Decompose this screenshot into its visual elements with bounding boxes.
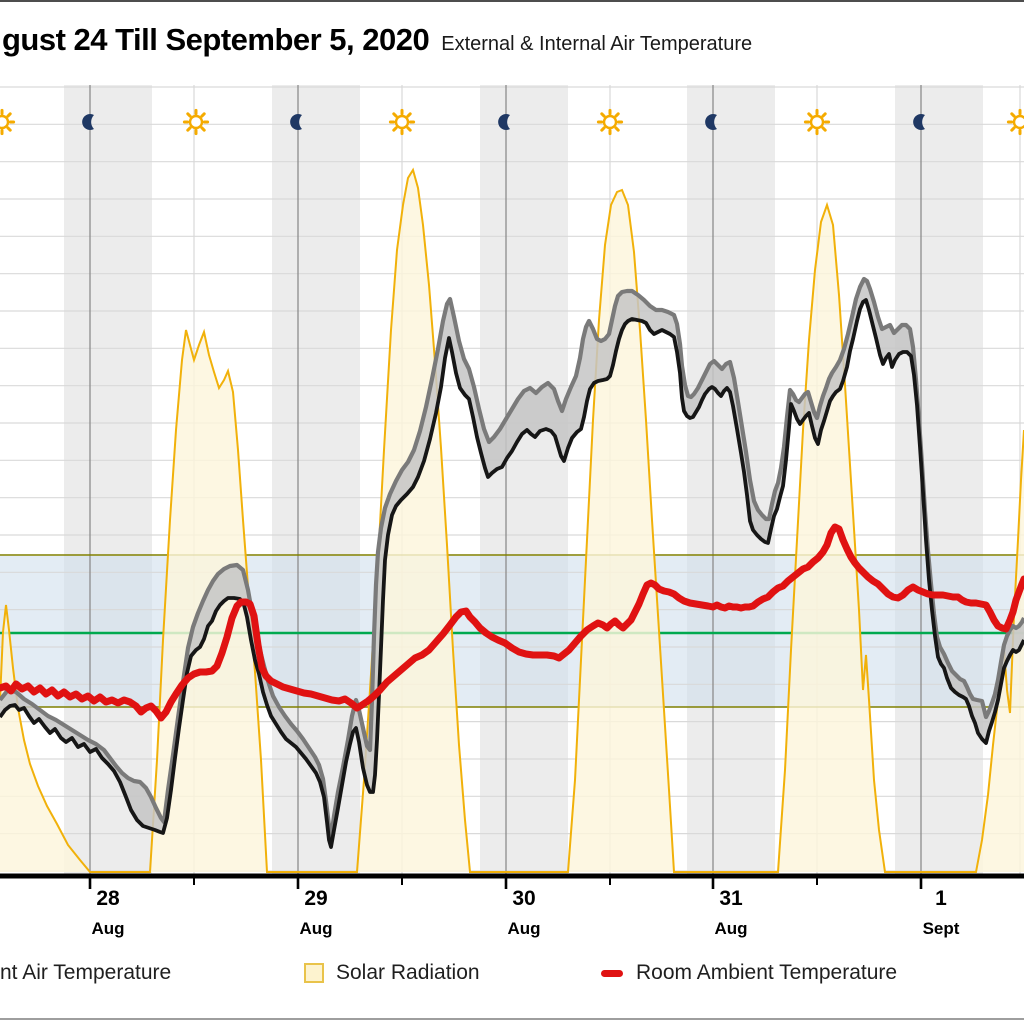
legend-item-solar: Solar Radiation <box>304 956 480 990</box>
night-band <box>895 85 983 876</box>
x-tick-label: 1 Sept <box>896 886 986 942</box>
legend-label: nt Air Temperature <box>0 961 172 984</box>
legend-item-room: Room Ambient Temperature <box>601 956 897 990</box>
sun-icon <box>596 108 624 136</box>
room-temp-swatch-icon <box>601 969 623 977</box>
moon-icon <box>498 114 510 130</box>
solar-swatch-icon <box>304 963 324 983</box>
sun-icon <box>1006 108 1024 136</box>
room-temp-line <box>0 523 1024 722</box>
night-band <box>480 85 568 876</box>
x-tick-label: 30 Aug <box>479 886 569 942</box>
chart-title-row: gust 24 Till September 5, 2020 External &… <box>2 22 752 58</box>
top-border-line <box>0 0 1024 2</box>
external-temp-band-edge <box>0 276 1024 841</box>
x-tick-month: Aug <box>91 919 125 938</box>
sun-icon <box>0 108 16 136</box>
chart-legend: nt Air Temperature Solar Radiation Room Am… <box>0 956 1024 990</box>
sun-icon <box>182 108 210 136</box>
moon-icon <box>913 114 925 130</box>
moon-icon <box>82 114 94 130</box>
x-tick-day: 28 <box>96 887 120 910</box>
moon-icon <box>705 114 717 130</box>
page-subtitle: External & Internal Air Temperature <box>441 33 753 55</box>
solar-radiation-line <box>0 167 1024 873</box>
x-tick-day: 1 <box>935 887 947 910</box>
x-tick-day: 30 <box>512 887 536 910</box>
bottom-border-line <box>0 1018 1024 1020</box>
external-temp-line <box>0 298 1024 849</box>
x-tick-label: 28 Aug <box>63 886 153 942</box>
legend-label: Solar Radiation <box>336 961 480 984</box>
sun-icon <box>388 108 416 136</box>
sun-icon <box>803 108 831 136</box>
x-tick-label: 29 Aug <box>271 886 361 942</box>
night-band <box>687 85 775 876</box>
page-title: gust 24 Till September 5, 2020 <box>2 22 430 57</box>
x-tick-day: 29 <box>304 887 328 910</box>
moon-icon <box>290 114 302 130</box>
x-tick-month: Aug <box>714 919 748 938</box>
x-tick-day: 31 <box>719 887 743 910</box>
x-tick-month: Aug <box>299 919 333 938</box>
legend-label: Room Ambient Temperature <box>636 961 898 984</box>
x-tick-month: Sept <box>922 919 960 938</box>
legend-item-ambient: nt Air Temperature <box>0 956 171 990</box>
x-tick-label: 31 Aug <box>686 886 776 942</box>
x-tick-month: Aug <box>507 919 541 938</box>
